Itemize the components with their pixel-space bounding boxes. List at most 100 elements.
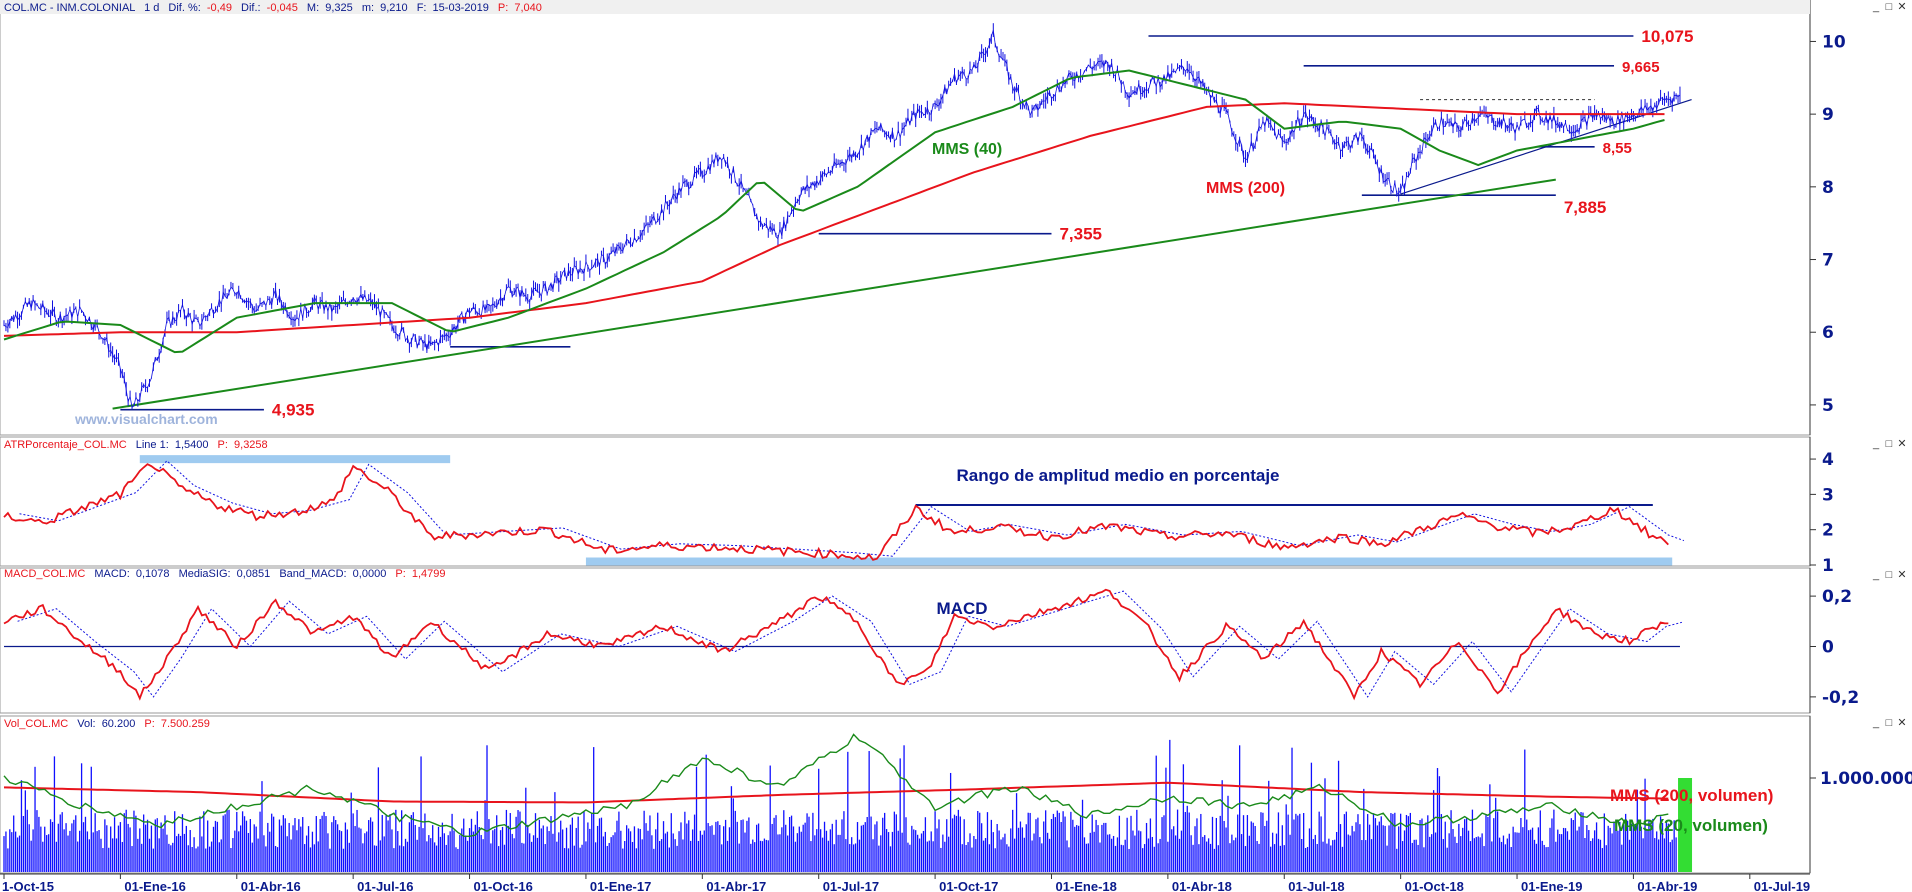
restore-button[interactable]: □ — [1886, 569, 1893, 581]
atr-p-value: 9,3258 — [234, 439, 268, 451]
max-label: M: — [307, 2, 319, 14]
vol-value: 60.200 — [102, 718, 136, 730]
x-tick-label: 01-Abr-18 — [1172, 879, 1232, 892]
min-value: 9,210 — [380, 2, 408, 14]
y-tick-label: 3 — [1822, 485, 1834, 505]
symbol-label: COL.MC - INM.COLONIAL — [4, 2, 135, 14]
p-label: P: — [498, 2, 508, 14]
minimize-button[interactable]: _ — [1872, 717, 1880, 729]
y-tick-label: 9 — [1822, 105, 1834, 125]
x-tick-label: 01-Abr-19 — [1637, 879, 1697, 892]
atr-header: ATRPorcentaje_COL.MC Line 1: 1,5400 P: 9… — [4, 439, 268, 451]
mms200-annotation: MMS (200) — [1206, 180, 1285, 197]
y-tick-label: 7 — [1822, 251, 1834, 271]
y-tick-label: 0,2 — [1822, 587, 1852, 607]
svg-text:Vol_COL.MC Vol:: Vol_COL.MC Vol: 60.200 P: 7.500.259 — [4, 718, 210, 730]
y-tick-label: 5 — [1822, 396, 1834, 416]
y-tick-label: 8 — [1822, 178, 1834, 198]
x-tick-label: 01-Oct-16 — [474, 879, 533, 892]
macd-signal-line — [17, 590, 1683, 698]
minimize-button[interactable]: _ — [1872, 438, 1880, 450]
close-button[interactable]: ✕ — [1897, 717, 1906, 729]
dif-pct-value: -0,49 — [207, 2, 232, 14]
macd-p-value: 1,4799 — [412, 568, 446, 580]
volume-bars — [3, 739, 1677, 872]
y-tick-label: 1 — [1822, 556, 1834, 576]
x-tick-label: 01-Jul-17 — [823, 879, 879, 892]
x-tick-label: 01-Ene-18 — [1055, 879, 1116, 892]
x-tick-label: 1-Oct-15 — [2, 879, 54, 892]
x-tick-label: 01-Jul-18 — [1288, 879, 1344, 892]
level-label: 7,355 — [1059, 225, 1102, 244]
atr-line-label: Line 1: — [136, 439, 169, 451]
y-tick-label: -0,2 — [1822, 688, 1859, 708]
svg-text:ATRPorcentaje_COL.MC L: ATRPorcentaje_COL.MC Line 1: 1,5400 P: 9… — [4, 439, 268, 451]
level-label: 7,885 — [1564, 198, 1607, 217]
x-tick-label: 01-Oct-18 — [1405, 879, 1464, 892]
svg-text:MACD_COL.MC MACD:: MACD_COL.MC MACD: 0,1078 MediaSIG: 0,085… — [4, 568, 446, 580]
price-series — [3, 23, 1681, 410]
macd-label: MACD: — [94, 568, 129, 580]
min-label: m: — [362, 2, 374, 14]
x-tick-label: 01-Ene-16 — [124, 879, 185, 892]
macd-header: MACD_COL.MC MACD: 0,1078 MediaSIG: 0,085… — [4, 568, 446, 580]
close-button[interactable]: ✕ — [1897, 438, 1906, 450]
macd-value: 0,1078 — [136, 568, 170, 580]
dif-value: -0,045 — [267, 2, 298, 14]
date-value: 15-03-2019 — [433, 2, 489, 14]
macd-line — [3, 588, 1669, 701]
macd-sig-value: 0,0851 — [237, 568, 271, 580]
atr-line — [3, 463, 1669, 561]
close-button[interactable]: ✕ — [1897, 1, 1906, 13]
vol-p-value: 7.500.259 — [161, 718, 210, 730]
atr-p-label: P: — [218, 439, 228, 451]
atr-line-value: 1,5400 — [175, 439, 209, 451]
vol-label: Vol: — [77, 718, 95, 730]
volume-bar-last — [1678, 778, 1693, 872]
restore-button[interactable]: □ — [1886, 438, 1893, 450]
vol-header: Vol_COL.MC Vol: 60.200 P: 7.500.259 — [4, 718, 210, 730]
date-label: F: — [417, 2, 427, 14]
macd-title: MACD — [937, 599, 988, 618]
vol-name: Vol_COL.MC — [4, 718, 68, 730]
svg-text:COL.MC - INM.COLONIAL: COL.MC - INM.COLONIAL 1 d Dif. %: -0,49 … — [4, 2, 542, 14]
atr-name: ATRPorcentaje_COL.MC — [4, 439, 127, 451]
dif-label: Dif.: — [241, 2, 261, 14]
vol-p-label: P: — [144, 718, 154, 730]
mms20_vol-line — [3, 733, 1669, 838]
macd-sig-label: MediaSIG: — [179, 568, 231, 580]
mms40-annotation: MMS (40) — [932, 141, 1002, 158]
level-label: 10,075 — [1641, 27, 1693, 46]
macd-name: MACD_COL.MC — [4, 568, 85, 580]
minimize-button[interactable]: _ — [1872, 1, 1880, 13]
close-button[interactable]: ✕ — [1897, 569, 1906, 581]
level-label: 9,665 — [1622, 59, 1660, 76]
y-tick-label: 1.000.000 — [1820, 769, 1912, 789]
macd-band-label: Band_MACD: — [279, 568, 346, 580]
mms200-line — [3, 102, 1665, 337]
atr-title: Rango de amplitud medio en porcentaje — [956, 466, 1279, 485]
y-tick-label: 6 — [1822, 323, 1834, 343]
x-tick-label: 01-Jul-19 — [1754, 879, 1810, 892]
watermark: www.visualchart.com — [74, 411, 218, 427]
y-tick-label: 0 — [1822, 638, 1834, 658]
y-tick-label: 2 — [1822, 521, 1834, 541]
restore-button[interactable]: □ — [1886, 717, 1893, 729]
level-label: 8,55 — [1603, 140, 1632, 157]
p-value: 7,040 — [514, 2, 542, 14]
mms20-volume-annotation: MMS (20, volumen) — [1614, 816, 1768, 835]
mms200-volume-annotation: MMS (200, volumen) — [1610, 786, 1773, 805]
macd-band-value: 0,0000 — [353, 568, 387, 580]
x-tick-label: 01-Ene-17 — [590, 879, 651, 892]
minimize-button[interactable]: _ — [1872, 569, 1880, 581]
x-tick-label: 01-Abr-17 — [706, 879, 766, 892]
mms40-line — [3, 69, 1665, 354]
trend-line — [112, 178, 1556, 410]
atr-signal-line — [19, 460, 1685, 557]
x-tick-label: 01-Abr-16 — [241, 879, 301, 892]
interval-label: 1 d — [144, 2, 159, 14]
restore-button[interactable]: □ — [1886, 1, 1893, 13]
